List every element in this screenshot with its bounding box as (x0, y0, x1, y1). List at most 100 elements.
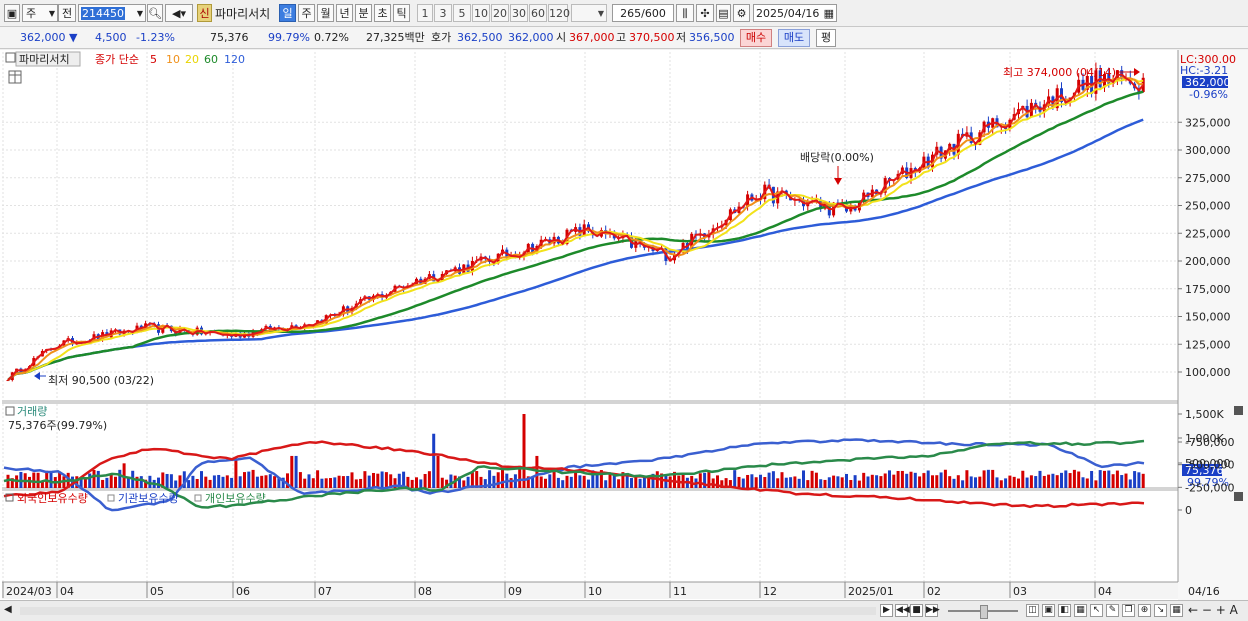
copy-icon[interactable]: ❐ (1122, 604, 1135, 617)
interval-tab[interactable]: 3 (434, 4, 452, 22)
volume-bar (1115, 470, 1119, 488)
volume-bar (1042, 475, 1046, 488)
sell-button[interactable]: 매도 (778, 29, 810, 47)
volume-bar (621, 472, 625, 488)
volume-bar (501, 469, 504, 488)
volume-tick-label: 1,000K (1185, 432, 1224, 445)
draw-icon[interactable]: ↖ (1090, 604, 1103, 617)
stock-name[interactable]: 파마리서치 (215, 7, 271, 21)
volume-bar (286, 473, 289, 488)
volume-bar (1124, 473, 1128, 488)
volume-bar (737, 476, 741, 488)
search-icon[interactable]: 🔍︎ (147, 4, 163, 22)
volume-bar (1021, 470, 1025, 488)
scrollbar-track[interactable] (20, 607, 876, 615)
stop-icon[interactable]: ■ (910, 604, 923, 617)
interval-tab[interactable]: 120 (548, 4, 570, 22)
volume-bar (888, 470, 891, 488)
period-tab[interactable]: 월 (317, 4, 334, 22)
volume-bar (896, 470, 900, 488)
zoom-slider-handle[interactable] (980, 605, 988, 619)
zoom-icon[interactable]: ⊕ (1138, 604, 1151, 617)
window-icon[interactable]: ▣ (4, 4, 20, 22)
scroll-left-icon[interactable]: ◀ (4, 604, 12, 615)
legend-name-box[interactable] (15, 51, 81, 67)
volume-bar (1128, 479, 1132, 488)
volume-bar (247, 471, 251, 488)
interval-tab[interactable]: 5 (453, 4, 471, 22)
close-icon[interactable] (1234, 406, 1243, 415)
grid-icon[interactable]: ▦ (1170, 604, 1183, 617)
cursor-icon[interactable]: ↘ (1154, 604, 1167, 617)
volume-bar (608, 472, 612, 488)
volume-bar (999, 480, 1003, 488)
pencil-icon[interactable]: ✎ (1106, 604, 1119, 617)
volume-bar (827, 477, 831, 488)
rewind-icon[interactable]: ◀◀ (895, 604, 910, 617)
period-tab[interactable]: 주 (298, 4, 315, 22)
volume-bar (264, 475, 268, 488)
period-tab[interactable]: 초 (374, 4, 391, 22)
volume-bar (139, 476, 143, 488)
x-axis-panel (2, 582, 1178, 599)
volume-bar (784, 477, 788, 488)
volume-bar (320, 478, 324, 488)
volume-bar (1047, 474, 1051, 488)
unit-select[interactable]: ▼ (571, 4, 607, 22)
current-price: 362,000 ▼ (20, 29, 77, 47)
forward-icon[interactable]: ▶▶ (925, 604, 940, 617)
x-axis-label: 06 (236, 585, 250, 598)
date-field[interactable]: 2025/04/16 ▦ (753, 4, 837, 22)
count-field[interactable]: 265/600 (612, 4, 674, 22)
volume-bar (931, 475, 934, 488)
volume-bar (367, 475, 371, 488)
volume-bar (230, 477, 234, 488)
price-tick-label: 225,000 (1185, 227, 1231, 240)
view-icon[interactable]: ◫ (1026, 604, 1039, 617)
period-tab[interactable]: 틱 (393, 4, 410, 22)
layout-icon[interactable]: ▦ (1074, 604, 1087, 617)
period-select[interactable]: 주 ▼ (22, 4, 58, 22)
candle-icon[interactable]: ⫼ (676, 4, 694, 22)
volume-bar (58, 471, 62, 488)
high-value: 370,500 (629, 31, 675, 44)
interval-tab[interactable]: 10 (472, 4, 490, 22)
volume-bar (200, 471, 203, 488)
holdings-legend-institution: 기관보유수량 (118, 492, 179, 505)
split-icon[interactable]: ◧ (1058, 604, 1071, 617)
interval-tab[interactable]: 20 (491, 4, 509, 22)
speaker-icon[interactable]: ◀▾ (165, 4, 193, 22)
stock-chart[interactable]: 파마리서치 종가 단순 5 10 20 60 120 최고 374,000 (0… (0, 50, 1248, 600)
legend-box-icon (5, 52, 16, 63)
volume-bar (909, 471, 913, 488)
avg-button[interactable]: 평 (816, 29, 836, 47)
gear-icon[interactable]: ⚙ (733, 4, 750, 22)
volume-bar (329, 478, 332, 488)
interval-tab[interactable]: 1 (417, 4, 433, 22)
period-tab[interactable]: 년 (336, 4, 353, 22)
panel-divider[interactable] (2, 487, 1178, 491)
close-icon[interactable] (1234, 492, 1243, 501)
interval-tab[interactable]: 30 (510, 4, 528, 22)
save-icon[interactable]: ▤ (716, 4, 731, 22)
window-icon[interactable]: ▣ (1042, 604, 1055, 617)
scroll-right-icon[interactable]: ▶ (880, 604, 893, 617)
interval-tab[interactable]: 60 (529, 4, 547, 22)
legend-dot-icon (107, 494, 115, 502)
quote-bar (0, 27, 1248, 49)
panel-divider[interactable] (2, 400, 1178, 404)
count-current: 265 (620, 7, 642, 20)
x-axis-label: 02 (927, 585, 941, 598)
period-tab[interactable]: 일 (279, 4, 296, 22)
price-tick-label: 325,000 (1185, 116, 1231, 129)
volume-bar (144, 479, 148, 488)
zoom-controls-icon[interactable]: ← − + A (1188, 603, 1238, 617)
foreign-holdings-line (3, 438, 1145, 512)
volume-bar (952, 478, 956, 488)
volume-bar (217, 474, 221, 488)
code-input[interactable]: 214450 ▼ (78, 4, 146, 22)
prev-button[interactable]: 전 (58, 4, 76, 22)
buy-button[interactable]: 매수 (740, 29, 772, 47)
crosshair-icon[interactable]: ✣ (696, 4, 714, 22)
period-tab[interactable]: 분 (355, 4, 372, 22)
